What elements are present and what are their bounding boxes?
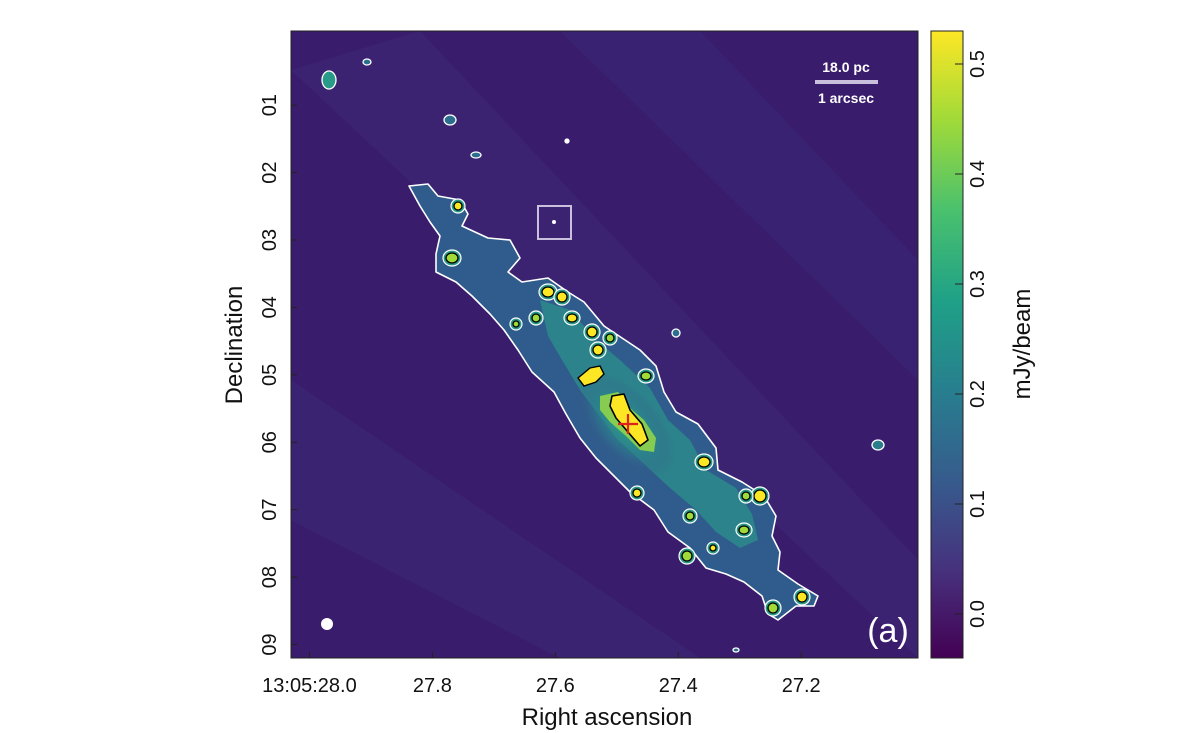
colorbar-gradient bbox=[930, 30, 964, 659]
panel-label: (a) bbox=[867, 612, 909, 650]
y-tick-label: 05 bbox=[259, 364, 281, 386]
y-tick-label: 07 bbox=[259, 499, 281, 521]
x-tick-label: 27.8 bbox=[413, 675, 452, 697]
emission-knot bbox=[566, 313, 578, 323]
emission-knot bbox=[741, 491, 751, 501]
y-tick-label: 03 bbox=[259, 229, 281, 251]
x-tick-label: 13:05:28.0 bbox=[262, 675, 357, 697]
isolated-source bbox=[362, 58, 372, 66]
emission-knot bbox=[541, 286, 555, 298]
emission-knot bbox=[685, 511, 695, 521]
y-tick-label: 09 bbox=[259, 633, 281, 655]
emission-knot bbox=[738, 525, 750, 535]
isolated-source bbox=[470, 151, 482, 159]
colorbar-tick-label: 0.3 bbox=[967, 270, 989, 298]
emission-knot bbox=[640, 371, 652, 381]
y-tick-label: 06 bbox=[259, 431, 281, 453]
emission-knot bbox=[586, 326, 598, 338]
colorbar-tick-label: 0.5 bbox=[967, 50, 989, 78]
x-axis: 13:05:28.0 27.8 27.6 27.4 27.2 bbox=[262, 652, 821, 697]
isolated-source bbox=[871, 439, 885, 451]
isolated-source bbox=[321, 70, 337, 90]
emission-knot bbox=[753, 489, 767, 503]
emission-knot bbox=[445, 252, 459, 264]
x-tick-label: 27.6 bbox=[536, 675, 575, 697]
emission-knot bbox=[767, 602, 779, 614]
scale-bar-physical-label: 18.0 pc bbox=[822, 59, 870, 75]
beam-ellipse bbox=[321, 618, 333, 630]
emission-knot bbox=[577, 365, 605, 387]
scale-bar: 18.0 pc 1 arcsec bbox=[815, 59, 878, 106]
isolated-source bbox=[671, 328, 681, 338]
colorbar-ticks: 0.0 0.1 0.2 0.3 0.4 0.5 bbox=[955, 50, 989, 628]
x-tick-label: 27.4 bbox=[659, 675, 698, 697]
map-frame bbox=[290, 30, 919, 659]
isolated-sources bbox=[321, 58, 885, 653]
y-tick-label: 01 bbox=[259, 94, 281, 116]
emission-knot bbox=[796, 591, 808, 603]
diffuse-band bbox=[560, 31, 918, 380]
y-axis-title: Declination bbox=[221, 286, 248, 405]
y-tick-label: 02 bbox=[259, 161, 281, 183]
colorbar: 0.0 0.1 0.2 0.3 0.4 0.5 mJy/beam bbox=[930, 30, 1036, 659]
colorbar-tick-label: 0.4 bbox=[967, 160, 989, 188]
emission-knot bbox=[592, 344, 604, 356]
diffuse-band bbox=[291, 380, 700, 658]
emission-knot bbox=[697, 456, 711, 468]
y-axis: 01 02 03 04 05 06 07 08 09 bbox=[259, 94, 297, 656]
colorbar-tick-label: 0.2 bbox=[967, 380, 989, 408]
isolated-source bbox=[564, 138, 570, 144]
emission-knot bbox=[556, 291, 568, 303]
colorbar-title: mJy/beam bbox=[1009, 289, 1036, 400]
emission-knot bbox=[453, 201, 463, 211]
isolated-source bbox=[732, 647, 740, 653]
x-axis-title: Right ascension bbox=[522, 704, 693, 731]
highlight-box-source bbox=[552, 220, 556, 224]
emission-knot bbox=[709, 544, 717, 552]
isolated-source bbox=[443, 114, 457, 126]
y-tick-label: 08 bbox=[259, 566, 281, 588]
emission-knot bbox=[512, 320, 520, 328]
highlight-box bbox=[537, 205, 572, 240]
peak-cross-marker bbox=[618, 414, 638, 434]
emission-knot bbox=[681, 550, 693, 562]
colorbar-tick-label: 0.0 bbox=[967, 600, 989, 628]
emission-knot bbox=[632, 488, 642, 498]
x-tick-label: 27.2 bbox=[782, 675, 821, 697]
emission-knot bbox=[531, 313, 541, 323]
map-panel: 18.0 pc 1 arcsec (a) bbox=[291, 31, 918, 658]
emission-knot bbox=[605, 333, 615, 343]
scale-bar-angular-label: 1 arcsec bbox=[818, 90, 874, 106]
y-tick-label: 04 bbox=[259, 296, 281, 318]
colorbar-tick-label: 0.1 bbox=[967, 490, 989, 518]
compact-sources bbox=[442, 198, 811, 617]
